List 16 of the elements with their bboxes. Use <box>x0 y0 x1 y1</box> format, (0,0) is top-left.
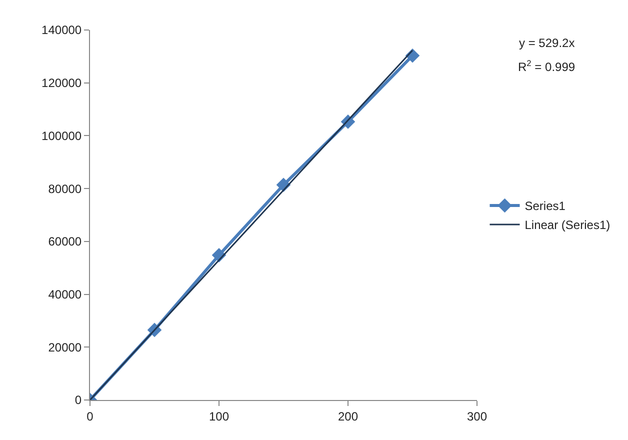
text: R$^{2}$ = 0.999 <box>518 58 576 74</box>
y-tick-label: 140000 <box>42 23 82 38</box>
x-tick-label: 0 <box>86 409 94 424</box>
x-tick-label: 200 <box>338 409 358 424</box>
y-tick-label: 60000 <box>48 234 82 249</box>
y-tick-label: 100000 <box>42 128 82 143</box>
legend-label: Linear (Series1) <box>524 218 610 232</box>
legend-label: Series1 <box>524 199 566 214</box>
y-tick-label: 40000 <box>48 287 82 302</box>
y-tick-label: 80000 <box>48 182 82 196</box>
x-tick-label: 300 <box>466 409 488 424</box>
y-tick-label: 0 <box>74 393 82 408</box>
x-tick-label: 100 <box>208 409 230 424</box>
y-tick-label: 20000 <box>48 340 82 354</box>
y-tick-label: 120000 <box>42 76 82 90</box>
text: y = 529.2x <box>519 36 575 50</box>
